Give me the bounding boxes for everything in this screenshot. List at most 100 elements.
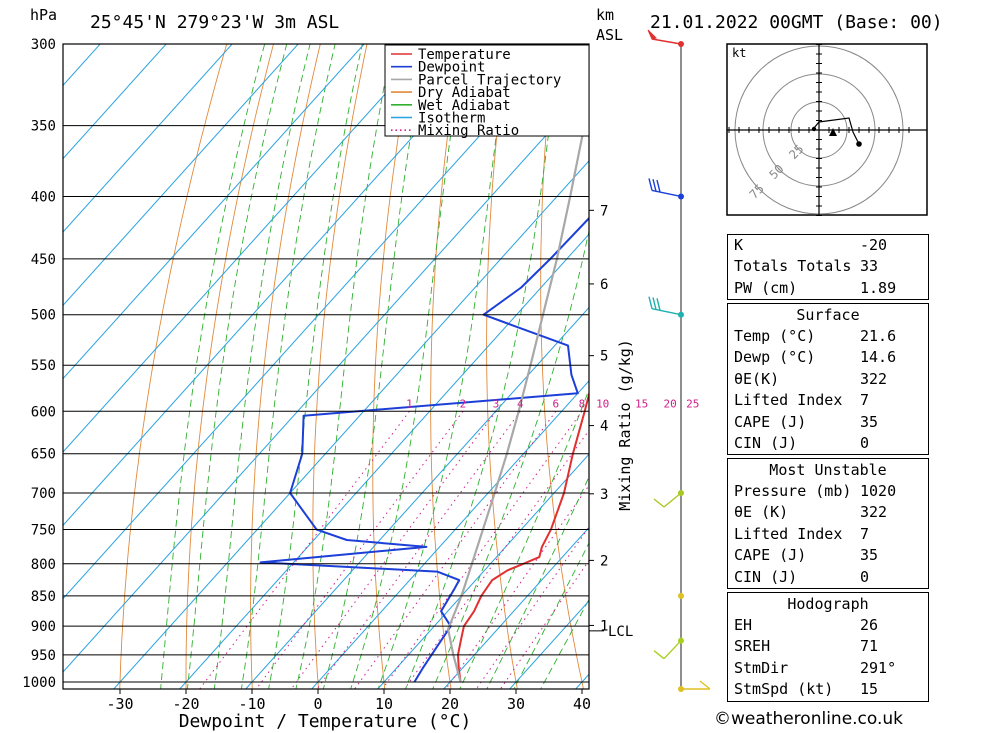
wind-barb-shaft xyxy=(663,640,682,660)
wet-adiabat-line xyxy=(404,44,561,689)
indices-panel: K -20 Totals Totals 33 PW (cm) 1.89 xyxy=(727,234,929,301)
isobars xyxy=(63,43,589,683)
index-row: θE(K) 322 xyxy=(728,369,928,390)
wind-barb-feather xyxy=(648,296,653,309)
wet-adiabat-line xyxy=(160,44,266,689)
wet-adiabat-line xyxy=(322,44,427,689)
pressure-tick-label: 750 xyxy=(31,523,56,539)
date-label: 21.01.2022 00GMT (Base: 00) xyxy=(650,12,943,33)
index-row: Totals Totals 33 xyxy=(728,256,928,277)
wind-barb-feather xyxy=(652,179,657,192)
index-row: PW (cm) 1.89 xyxy=(728,278,928,299)
index-label: θE (K) xyxy=(734,503,789,522)
mixing-ratio-label: 8 xyxy=(579,397,586,410)
index-value: 1.89 xyxy=(860,278,897,297)
index-label: StmSpd (kt) xyxy=(734,680,834,699)
wet-adiabats xyxy=(160,44,589,689)
mixing-ratio-lines xyxy=(199,410,589,689)
mixing-ratio-label: 15 xyxy=(635,397,648,410)
isotherm-line xyxy=(113,160,589,689)
mixing-ratio-line xyxy=(199,410,410,689)
storm-motion-marker xyxy=(829,128,837,136)
surface-panel: Surface Temp (°C) 21.6 Dewp (°C) 14.6 θE(K) 3… xyxy=(727,303,929,456)
hodograph-table-panel: Hodograph EH 26 SREH 71 StmDir 291° StmSpd (kt… xyxy=(727,592,929,702)
legend-entry: Isotherm xyxy=(418,111,485,127)
index-value: 1020 xyxy=(860,482,897,500)
surface-title: Surface xyxy=(728,303,928,326)
index-label: Lifted Index xyxy=(734,524,843,543)
wind-barb-shaft xyxy=(663,492,682,508)
index-value: 35 xyxy=(860,412,879,431)
mixing-ratio-label: 3 xyxy=(493,397,500,410)
plot-frame xyxy=(62,43,590,690)
index-label: CIN (J) xyxy=(734,567,798,586)
x-axis-label: Dewpoint / Temperature (°C) xyxy=(179,711,472,732)
wet-adiabat-line xyxy=(540,598,589,689)
pressure-tick-label: 300 xyxy=(31,37,56,53)
pressure-tick-label: 550 xyxy=(31,358,56,374)
mixing-ratio-line xyxy=(290,411,497,689)
wet-adiabat-line xyxy=(295,44,393,689)
wind-barb-feather xyxy=(648,178,653,191)
index-value: 33 xyxy=(860,257,879,276)
index-label: PW (cm) xyxy=(734,278,798,297)
mixing-ratio-axis-label: Mixing Ratio (g/kg) xyxy=(616,339,634,511)
index-value: 322 xyxy=(860,503,888,522)
index-label: Lifted Index xyxy=(734,391,843,410)
index-row: EH 26 xyxy=(728,615,928,636)
legend-entry: Temperature xyxy=(418,47,511,63)
pressure-unit-label: hPa xyxy=(30,6,57,24)
pressure-tick-label: 700 xyxy=(31,486,56,502)
isotherm-line xyxy=(63,44,365,380)
height-axis: 1 2 3 4 5 6 7 LCL xyxy=(589,203,633,640)
mixing-ratio-labels: 1 2 3 4 6 8 10 15 20 25 xyxy=(406,397,699,410)
isotherm-line xyxy=(63,44,233,233)
temperature-tick-label: -30 xyxy=(106,695,133,713)
pressure-tick-label: 950 xyxy=(31,648,56,664)
mixing-ratio-line xyxy=(445,484,589,689)
isotherm-line xyxy=(63,44,299,307)
wind-barb-feather xyxy=(656,179,661,193)
isotherm-line xyxy=(311,380,589,689)
dry-adiabat-line xyxy=(644,7,723,713)
index-value: 0 xyxy=(860,567,870,586)
isotherm-line xyxy=(63,44,431,453)
wind-barb-shaft xyxy=(651,38,682,45)
temperature-tick-label: 10 xyxy=(375,695,393,713)
dry-adiabat-line xyxy=(119,44,228,689)
dry-adiabat-line xyxy=(250,44,321,689)
isotherm-line xyxy=(63,44,167,160)
wet-adiabat-line xyxy=(513,542,589,689)
isotherm-line xyxy=(245,306,589,689)
height-tick-label: 4 xyxy=(600,419,608,435)
temperature-tick-label: 40 xyxy=(573,695,591,713)
wet-adiabat-line xyxy=(486,475,589,689)
legend-entry: Mixing Ratio xyxy=(418,123,519,139)
dry-adiabat-line xyxy=(925,7,1000,713)
pressure-tick-label: 450 xyxy=(31,252,56,268)
sounding-series xyxy=(259,98,589,683)
dry-adiabat-line xyxy=(971,7,1000,713)
wet-adiabat-line xyxy=(268,44,363,689)
index-label: CAPE (J) xyxy=(734,546,807,565)
temperature-tick-label: 30 xyxy=(507,695,525,713)
temperature-tick-label: -20 xyxy=(172,695,199,713)
index-value: 35 xyxy=(860,546,879,565)
wind-barb-pennant xyxy=(647,29,657,40)
most-unstable-title: Most Unstable xyxy=(728,458,928,481)
index-value: 15 xyxy=(860,680,879,699)
mixing-ratio-line xyxy=(316,411,521,689)
index-value: 291° xyxy=(860,658,897,677)
legend-entry: Parcel Trajectory xyxy=(418,72,561,88)
wind-barbs xyxy=(647,29,711,692)
pressure-tick-label: 500 xyxy=(31,308,56,324)
index-row: CAPE (J) 35 xyxy=(728,412,928,433)
mixing-ratio-label: 2 xyxy=(460,397,467,410)
index-value: 0 xyxy=(860,433,870,452)
wind-barb-shaft xyxy=(651,308,682,316)
index-label: Pressure (mb) xyxy=(734,482,852,500)
dry-adiabats xyxy=(119,7,1000,713)
hodograph-unit-label: kt xyxy=(732,46,746,60)
